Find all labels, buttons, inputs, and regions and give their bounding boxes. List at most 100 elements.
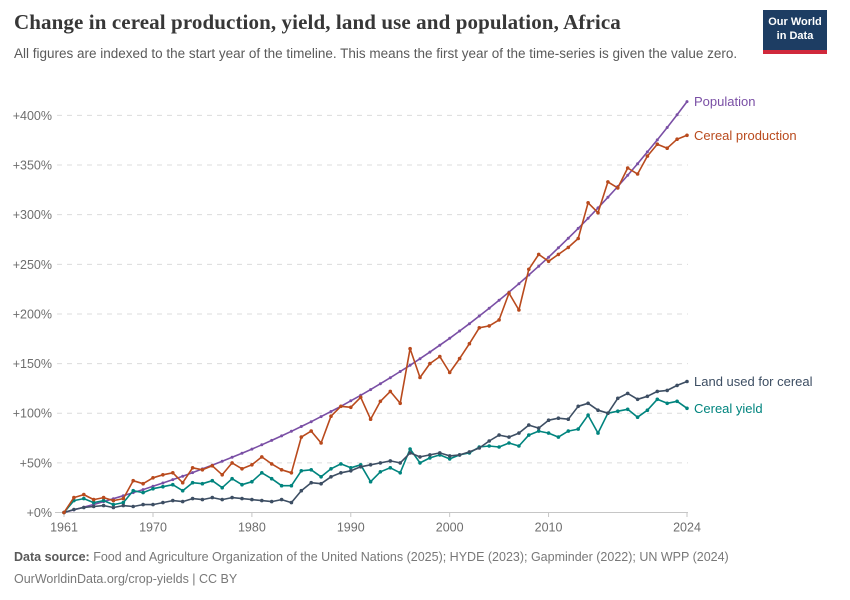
data-point-marker [210, 495, 215, 500]
data-point-marker [685, 379, 689, 384]
data-point-marker [250, 479, 254, 484]
data-point-marker [576, 427, 580, 431]
data-point-marker [309, 468, 314, 472]
data-point-marker [358, 465, 363, 469]
data-point-marker [220, 459, 224, 463]
data-point-marker [536, 252, 541, 257]
data-point-marker [497, 318, 501, 322]
data-point-marker [349, 469, 353, 473]
data-point-marker [596, 408, 600, 413]
data-point-marker [279, 468, 284, 472]
data-point-marker [339, 471, 343, 475]
data-point-marker [566, 245, 571, 250]
data-point-marker [685, 100, 689, 104]
data-point-marker [141, 490, 145, 495]
data-point-marker [675, 137, 679, 141]
data-point-marker [220, 473, 224, 477]
data-point-marker [438, 451, 442, 455]
data-point-marker [635, 397, 640, 402]
data-point-marker [487, 306, 491, 310]
data-point-marker [62, 510, 66, 515]
y-tick-label: +0% [27, 506, 52, 520]
data-point-marker [586, 201, 590, 205]
data-point-marker [299, 488, 304, 493]
data-point-marker [457, 356, 462, 361]
data-source-label: Data source: [14, 550, 90, 564]
data-point-marker [91, 500, 96, 505]
series-line-cereal-production[interactable] [63, 134, 688, 513]
data-point-marker [428, 361, 432, 366]
data-point-marker [358, 395, 363, 400]
owid-logo[interactable]: Our World in Data [763, 10, 827, 54]
data-point-marker [546, 431, 551, 435]
data-point-marker [655, 142, 660, 146]
attribution-line[interactable]: OurWorldinData.org/crop-yields | CC BY [14, 572, 238, 586]
data-point-marker [566, 429, 571, 433]
data-source-line: Data source: Food and Agriculture Organi… [14, 546, 729, 568]
data-point-marker [270, 438, 274, 442]
data-point-marker [101, 503, 106, 508]
data-point-marker [418, 461, 422, 465]
data-point-marker [82, 505, 86, 510]
series-label-population[interactable]: Population [694, 94, 756, 110]
data-point-marker [121, 500, 126, 505]
data-point-marker [596, 210, 600, 215]
data-point-marker [665, 401, 669, 406]
data-point-marker [200, 468, 205, 472]
data-point-marker [497, 445, 501, 449]
data-point-marker [161, 473, 165, 477]
data-point-marker [180, 499, 185, 504]
data-point-marker [428, 456, 432, 460]
data-point-marker [507, 441, 511, 445]
series-label-land-used-for-cereal[interactable]: Land used for cereal [694, 373, 813, 389]
series-line-population[interactable] [63, 101, 688, 514]
data-point-marker [398, 461, 403, 465]
data-point-marker [556, 246, 560, 250]
data-point-marker [655, 389, 660, 394]
data-point-marker [606, 411, 610, 416]
series-line-land-used-for-cereal[interactable] [63, 380, 688, 514]
data-point-marker [586, 413, 590, 418]
data-point-marker [72, 495, 76, 500]
series-line-cereal-yield[interactable] [63, 398, 688, 514]
data-point-marker [190, 496, 195, 501]
data-point-marker [378, 470, 383, 474]
data-point-marker [190, 466, 195, 470]
data-point-marker [151, 484, 155, 488]
data-point-marker [269, 462, 274, 466]
data-point-marker [645, 408, 650, 413]
data-point-marker [101, 495, 106, 500]
y-tick-label: +100% [13, 407, 52, 421]
data-point-marker [655, 397, 660, 402]
series-label-cereal-production[interactable]: Cereal production [694, 127, 797, 143]
data-point-marker [171, 482, 175, 487]
data-point-marker [408, 363, 412, 367]
data-point-marker [517, 282, 521, 286]
data-point-marker [448, 336, 452, 340]
data-point-marker [329, 467, 333, 471]
data-point-marker [685, 406, 689, 411]
data-point-marker [665, 388, 669, 393]
data-point-marker [181, 474, 185, 478]
data-point-marker [269, 476, 274, 481]
data-point-marker [230, 461, 234, 465]
data-point-marker [458, 329, 462, 333]
data-point-marker [299, 425, 303, 428]
data-point-marker [398, 401, 403, 406]
data-point-marker [161, 481, 165, 485]
data-point-marker [438, 343, 442, 347]
data-point-marker [457, 453, 462, 457]
data-point-marker [250, 497, 254, 502]
data-point-marker [329, 410, 333, 413]
data-point-marker [91, 497, 96, 502]
data-point-marker [368, 479, 373, 484]
data-point-marker [477, 326, 482, 330]
data-point-marker [447, 457, 452, 461]
data-point-marker [368, 463, 373, 467]
series-label-cereal-yield[interactable]: Cereal yield [694, 400, 763, 416]
data-point-marker [161, 484, 165, 489]
data-point-marker [319, 441, 323, 445]
data-point-marker [378, 382, 382, 386]
data-point-marker [141, 502, 145, 507]
